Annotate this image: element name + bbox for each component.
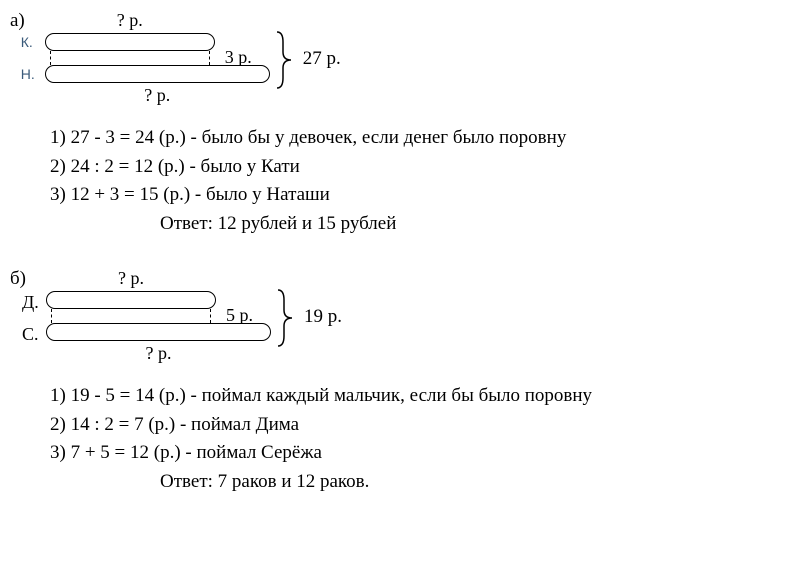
solution-a: 1) 27 - 3 = 24 (р.) - было бы у девочек,… <box>50 124 775 238</box>
top-question-b: ? р. <box>46 268 216 289</box>
line-a2: 2) 24 : 2 = 12 (р.) - было у Кати <box>50 153 775 182</box>
problem-b-letter: б) <box>10 268 26 290</box>
brace-b <box>276 288 296 348</box>
dashes-a: 3 р. <box>45 51 270 65</box>
answer-a: Ответ: 12 рублей и 15 рублей <box>160 210 775 239</box>
bar-d <box>46 291 216 309</box>
bot-question-a: ? р. <box>45 85 270 106</box>
label-s: С. <box>22 324 39 345</box>
line-b1: 1) 19 - 5 = 14 (р.) - поймал каждый маль… <box>50 382 775 411</box>
label-n: Н. <box>21 66 35 82</box>
diagram-b: ? р. Д. 5 р. С. ? р. 19 р. <box>46 268 271 364</box>
brace-a <box>275 30 295 90</box>
bar-s <box>46 323 271 341</box>
top-question-a: ? р. <box>45 10 215 31</box>
total-a: 27 р. <box>303 48 341 70</box>
label-k: К. <box>21 34 33 50</box>
line-a1: 1) 27 - 3 = 24 (р.) - было бы у девочек,… <box>50 124 775 153</box>
solution-b: 1) 19 - 5 = 14 (р.) - поймал каждый маль… <box>50 382 775 496</box>
bar-n <box>45 65 270 83</box>
dashes-b: 5 р. <box>46 309 271 323</box>
label-d: Д. <box>22 292 39 313</box>
bar-k <box>45 33 215 51</box>
answer-b: Ответ: 7 раков и 12 раков. <box>160 468 775 497</box>
line-a3: 3) 12 + 3 = 15 (р.) - было у Наташи <box>50 181 775 210</box>
line-b3: 3) 7 + 5 = 12 (р.) - поймал Серёжа <box>50 439 775 468</box>
line-b2: 2) 14 : 2 = 7 (р.) - поймал Дима <box>50 411 775 440</box>
problem-a: а) ? р. К. 3 р. Н. <box>10 10 775 238</box>
problem-b: б) ? р. Д. 5 р. С. ? р. <box>10 268 775 496</box>
problem-a-letter: а) <box>10 10 25 32</box>
diagram-a: ? р. К. 3 р. Н. ? р. <box>45 10 270 106</box>
bot-question-b: ? р. <box>46 343 271 364</box>
total-b: 19 р. <box>304 306 342 328</box>
